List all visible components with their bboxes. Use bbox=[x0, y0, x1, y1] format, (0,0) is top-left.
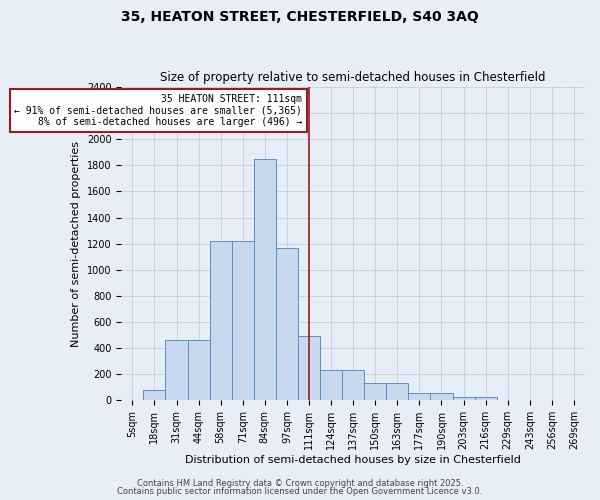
Bar bbox=[232, 241, 254, 400]
Bar bbox=[298, 336, 320, 400]
Bar bbox=[320, 370, 342, 400]
Text: Contains HM Land Registry data © Crown copyright and database right 2025.: Contains HM Land Registry data © Crown c… bbox=[137, 478, 463, 488]
Bar bbox=[276, 248, 298, 400]
Text: 35 HEATON STREET: 111sqm
← 91% of semi-detached houses are smaller (5,365)
8% of: 35 HEATON STREET: 111sqm ← 91% of semi-d… bbox=[14, 94, 302, 127]
Bar bbox=[475, 397, 497, 400]
Bar bbox=[188, 340, 209, 400]
Bar bbox=[166, 340, 188, 400]
Title: Size of property relative to semi-detached houses in Chesterfield: Size of property relative to semi-detach… bbox=[160, 72, 546, 85]
Bar bbox=[143, 390, 166, 400]
Bar bbox=[452, 397, 475, 400]
Text: 35, HEATON STREET, CHESTERFIELD, S40 3AQ: 35, HEATON STREET, CHESTERFIELD, S40 3AQ bbox=[121, 10, 479, 24]
Bar bbox=[409, 392, 430, 400]
Bar bbox=[209, 241, 232, 400]
Text: Contains public sector information licensed under the Open Government Licence v3: Contains public sector information licen… bbox=[118, 487, 482, 496]
Bar bbox=[364, 384, 386, 400]
Bar bbox=[342, 370, 364, 400]
Y-axis label: Number of semi-detached properties: Number of semi-detached properties bbox=[71, 140, 81, 346]
Bar bbox=[254, 159, 276, 400]
X-axis label: Distribution of semi-detached houses by size in Chesterfield: Distribution of semi-detached houses by … bbox=[185, 455, 521, 465]
Bar bbox=[430, 392, 452, 400]
Bar bbox=[386, 384, 409, 400]
